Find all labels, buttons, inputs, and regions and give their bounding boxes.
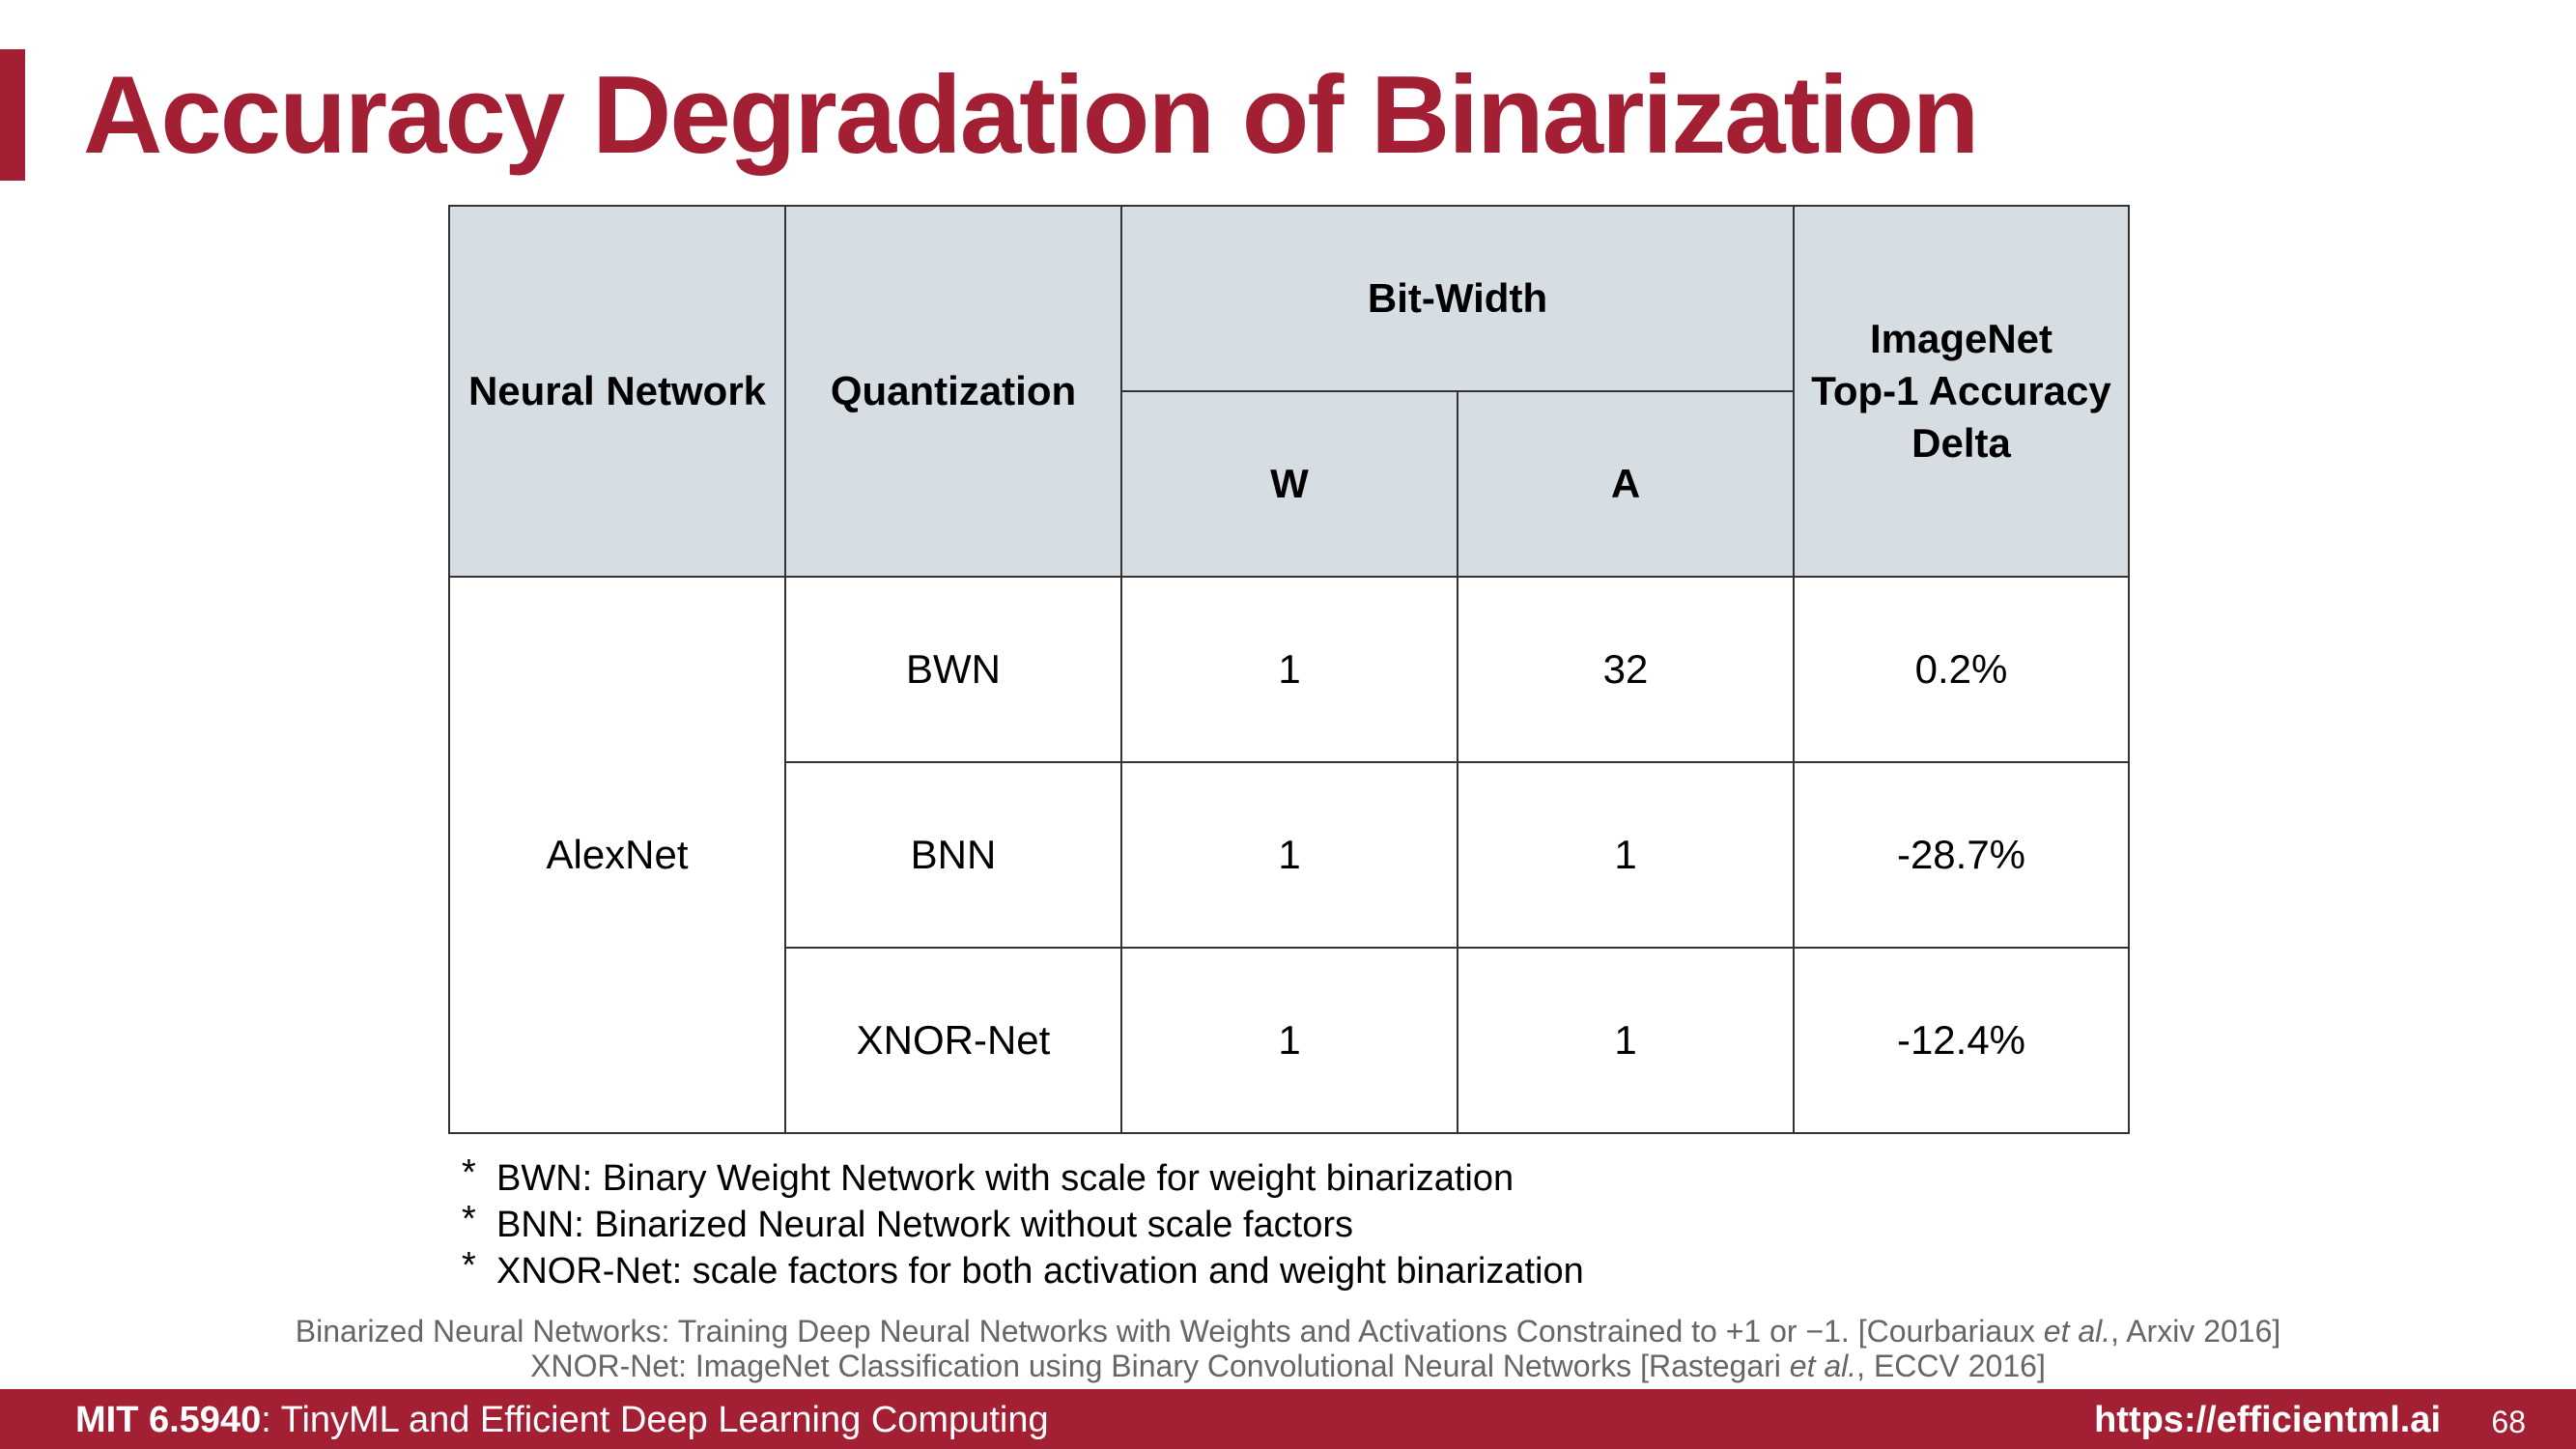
footer-bar: MIT 6.5940: TinyML and Efficient Deep Le…: [0, 1389, 2576, 1449]
table-subheader-row: W A: [449, 390, 2129, 578]
reference-etal: et al.: [2043, 1314, 2111, 1349]
footer-course: MIT 6.5940: TinyML and Efficient Deep Le…: [75, 1399, 1049, 1441]
w-cell: 1: [1120, 761, 1458, 949]
footnote-marker: *: [462, 1199, 476, 1239]
header-w: W: [1120, 390, 1458, 578]
delta-cell: 0.2%: [1793, 576, 2130, 763]
header-accuracy-delta: ImageNet Top-1 Accuracy Delta: [1793, 205, 2130, 578]
reference-text: XNOR-Net: ImageNet Classification using …: [530, 1349, 1790, 1383]
header-accuracy-line2: Top-1 Accuracy: [1811, 368, 2111, 413]
header-quantization: Quantization: [784, 205, 1122, 578]
footnote-text: BNN: Binarized Neural Network without sc…: [496, 1205, 1354, 1245]
delta-cell: -28.7%: [1793, 761, 2130, 949]
reference-venue: , ECCV 2016]: [1856, 1349, 2046, 1383]
footnote-marker: *: [462, 1152, 476, 1193]
header-bit-width: Bit-Width: [1120, 205, 1795, 392]
header-neural-network: Neural Network: [448, 205, 786, 578]
references: Binarized Neural Networks: Training Deep…: [0, 1314, 2576, 1383]
w-cell: 1: [1120, 576, 1458, 763]
footnote-text: BWN: Binary Weight Network with scale fo…: [496, 1158, 1514, 1199]
quantization-cell: BWN: [784, 576, 1122, 763]
reference-etal: et al.: [1789, 1349, 1857, 1383]
footnote-bnn: * BNN: Binarized Neural Network without …: [462, 1199, 1584, 1248]
reference-venue: , Arxiv 2016]: [2110, 1314, 2281, 1349]
footnote-xnor: * XNOR-Net: scale factors for both activ…: [462, 1245, 1584, 1294]
results-table: Neural Network Quantization Bit-Width Im…: [448, 205, 2130, 1134]
reference-rastegari: XNOR-Net: ImageNet Classification using …: [0, 1349, 2576, 1383]
slide-title: Accuracy Degradation of Binarization: [83, 54, 1979, 177]
table-row: AlexNet BWN 1 32 0.2%: [448, 576, 2130, 1134]
reference-courbariaux: Binarized Neural Networks: Training Deep…: [0, 1314, 2576, 1349]
page-number: 68: [2491, 1405, 2526, 1439]
header-accuracy-line3: Delta: [1911, 420, 2011, 466]
a-cell: 1: [1457, 761, 1795, 949]
footnote-text: XNOR-Net: scale factors for both activat…: [496, 1251, 1584, 1292]
course-code: MIT 6.5940: [75, 1400, 262, 1440]
course-name: : TinyML and Efficient Deep Learning Com…: [261, 1400, 1049, 1440]
quantization-cell: BNN: [784, 761, 1122, 949]
reference-text: Binarized Neural Networks: Training Deep…: [295, 1314, 2044, 1349]
title-accent-bar: [0, 49, 25, 181]
footer-url-link[interactable]: https://efficientml.ai: [2094, 1400, 2441, 1440]
w-cell: 1: [1120, 947, 1458, 1134]
table-row: BNN 1 1 -28.7%: [449, 761, 2130, 949]
header-accuracy-line1: ImageNet: [1869, 316, 2053, 361]
quantization-cell: XNOR-Net: [784, 947, 1122, 1134]
footnote-bwn: * BWN: Binary Weight Network with scale …: [462, 1152, 1584, 1202]
header-a: A: [1457, 390, 1795, 578]
footnotes: * BWN: Binary Weight Network with scale …: [462, 1152, 1584, 1294]
footnote-marker: *: [462, 1245, 476, 1286]
a-cell: 32: [1457, 576, 1795, 763]
a-cell: 1: [1457, 947, 1795, 1134]
network-cell: AlexNet: [448, 576, 786, 1134]
table-row: XNOR-Net 1 1 -12.4%: [449, 947, 2130, 1134]
delta-cell: -12.4%: [1793, 947, 2130, 1134]
table-header-row: Neural Network Quantization Bit-Width Im…: [448, 205, 2130, 578]
